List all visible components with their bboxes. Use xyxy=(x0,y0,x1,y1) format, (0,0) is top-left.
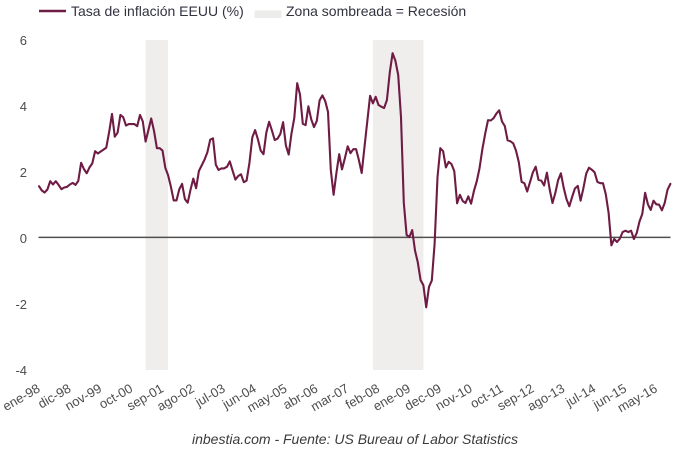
svg-text:inbestia.com - Fuente: US Bure: inbestia.com - Fuente: US Bureau of Labo… xyxy=(192,431,518,447)
svg-text:2: 2 xyxy=(20,165,27,180)
svg-text:-4: -4 xyxy=(15,363,27,378)
svg-text:Tasa de inflación EEUU (%): Tasa de inflación EEUU (%) xyxy=(71,3,244,19)
svg-text:-2: -2 xyxy=(15,297,27,312)
svg-text:6: 6 xyxy=(20,33,27,48)
svg-text:Zona sombreada = Recesión: Zona sombreada = Recesión xyxy=(286,3,466,19)
svg-text:0: 0 xyxy=(20,231,27,246)
svg-text:4: 4 xyxy=(20,99,27,114)
